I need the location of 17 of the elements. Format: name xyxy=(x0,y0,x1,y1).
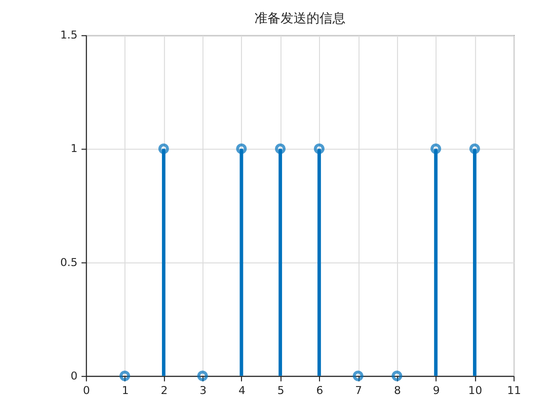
x-tick-label: 7 xyxy=(355,384,362,398)
x-tick-label: 5 xyxy=(277,384,284,398)
y-tick-label: 0 xyxy=(70,369,78,382)
chart-title: 准备发送的信息 xyxy=(254,11,346,26)
x-tick-label: 4 xyxy=(238,384,246,398)
y-tick-label: 1 xyxy=(70,142,78,156)
y-tick-label: 0.5 xyxy=(60,256,78,269)
x-tick-label: 10 xyxy=(468,384,482,398)
x-tick-label: 8 xyxy=(394,384,401,398)
x-tick-label: 2 xyxy=(160,384,168,398)
x-tick-label: 0 xyxy=(82,384,90,398)
x-tick-label: 1 xyxy=(122,384,129,398)
x-tick-label: 11 xyxy=(507,384,521,398)
x-tick-label: 9 xyxy=(432,384,440,398)
y-tick-label: 1.5 xyxy=(60,28,78,42)
x-tick-label: 3 xyxy=(200,384,207,398)
x-tick-label: 6 xyxy=(316,384,324,398)
